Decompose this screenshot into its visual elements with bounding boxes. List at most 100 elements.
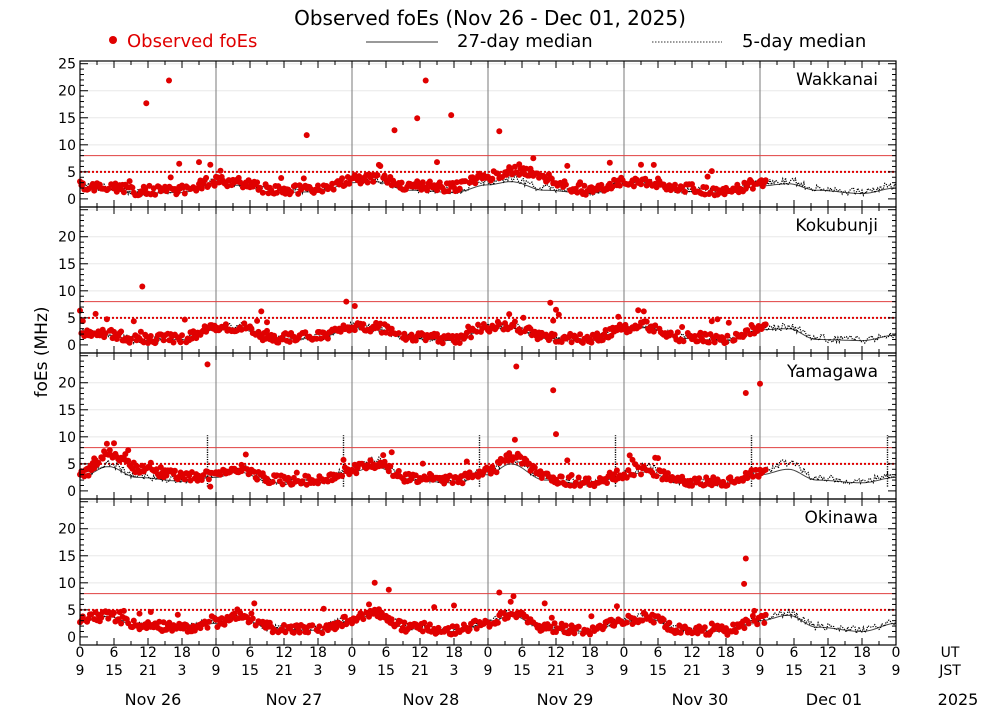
observed-point bbox=[340, 456, 347, 463]
station-name: Yamagawa bbox=[786, 362, 878, 382]
observed-point bbox=[177, 339, 184, 346]
observed-point bbox=[724, 482, 731, 489]
jst-tick-label: 21 bbox=[547, 663, 565, 679]
observed-point bbox=[296, 629, 303, 636]
ut-tick-label: 18 bbox=[853, 645, 871, 661]
observed-point bbox=[463, 458, 470, 465]
observed-point bbox=[536, 622, 542, 629]
observed-point bbox=[421, 619, 428, 626]
ut-tick-label: 0 bbox=[892, 645, 901, 661]
observed-point bbox=[751, 607, 758, 614]
observed-point bbox=[249, 615, 256, 622]
observed-point bbox=[290, 629, 297, 636]
observed-point bbox=[653, 473, 660, 480]
observed-point bbox=[623, 619, 630, 626]
observed-point bbox=[445, 188, 452, 195]
jst-tick-label: 3 bbox=[314, 663, 323, 679]
y-tick-label: 20 bbox=[58, 376, 76, 392]
ut-tick-label: 6 bbox=[110, 645, 119, 661]
observed-point bbox=[147, 333, 154, 339]
observed-point bbox=[391, 127, 398, 134]
observed-point bbox=[449, 480, 456, 486]
observed-point bbox=[547, 623, 554, 630]
y-tick-label: 20 bbox=[58, 230, 76, 246]
observed-point bbox=[572, 479, 579, 486]
observed-point bbox=[248, 325, 255, 332]
station-panel-yamagawa: 0 5 10 15 20 Yamagawa bbox=[58, 352, 897, 500]
observed-point bbox=[459, 480, 466, 487]
observed-point bbox=[414, 115, 421, 122]
observed-point bbox=[604, 480, 610, 486]
observed-point bbox=[205, 182, 212, 188]
observed-point bbox=[434, 331, 440, 338]
observed-point bbox=[174, 611, 181, 618]
jst-tick-label: 3 bbox=[450, 663, 459, 679]
observed-point bbox=[181, 476, 188, 483]
jst-tick-label: 21 bbox=[819, 663, 837, 679]
observed-point bbox=[506, 311, 513, 318]
station-panel-wakkanai: 0 5 10 15 20 25 Wakkanai bbox=[58, 57, 897, 208]
ut-tick-label: 6 bbox=[790, 645, 799, 661]
observed-point bbox=[252, 622, 259, 629]
observed-point bbox=[231, 610, 238, 617]
observed-point bbox=[395, 468, 402, 474]
observed-point bbox=[364, 179, 371, 186]
observed-point bbox=[551, 331, 558, 338]
observed-point bbox=[419, 179, 426, 186]
observed-point bbox=[259, 189, 266, 196]
observed-point bbox=[762, 321, 769, 328]
legend-observed-label: Observed foEs bbox=[127, 31, 257, 52]
observed-point bbox=[126, 178, 133, 185]
observed-point bbox=[744, 475, 751, 482]
observed-point bbox=[553, 431, 559, 438]
observed-point bbox=[650, 328, 657, 335]
observed-point bbox=[511, 318, 518, 325]
observed-point bbox=[111, 440, 117, 447]
station-panels: 0 5 10 15 20 25 Wakkanai 0 5 10 15 20 Kokubunji 0 5 10 1… bbox=[58, 57, 897, 646]
jst-tick-label: 21 bbox=[275, 663, 293, 679]
observed-point bbox=[466, 469, 473, 476]
observed-point bbox=[468, 334, 474, 341]
observed-point bbox=[378, 329, 385, 336]
observed-point bbox=[130, 318, 137, 325]
observed-point bbox=[456, 340, 463, 346]
observed-point bbox=[530, 155, 537, 162]
ut-tick-label: 12 bbox=[139, 645, 157, 661]
observed-point bbox=[136, 610, 143, 617]
ut-tick-label: 12 bbox=[411, 645, 429, 661]
observed-point bbox=[128, 336, 134, 342]
y-tick-label: 5 bbox=[67, 311, 76, 327]
observed-point bbox=[205, 476, 212, 483]
observed-point bbox=[137, 328, 144, 335]
observed-point bbox=[550, 387, 557, 394]
observed-point bbox=[674, 329, 681, 336]
observed-point bbox=[585, 475, 592, 482]
observed-point bbox=[622, 321, 629, 328]
observed-point bbox=[496, 589, 503, 596]
observed-point bbox=[341, 613, 348, 620]
observed-point bbox=[749, 185, 756, 192]
observed-point bbox=[360, 616, 367, 623]
observed-point bbox=[79, 318, 86, 325]
observed-point bbox=[242, 451, 249, 458]
jst-tick-label: 9 bbox=[892, 663, 901, 679]
y-tick-label: 10 bbox=[58, 284, 76, 300]
observed-point bbox=[613, 603, 620, 610]
y-tick-label: 10 bbox=[58, 138, 76, 154]
ut-tick-label: 0 bbox=[620, 645, 629, 661]
observed-point bbox=[555, 480, 562, 486]
jst-axis-label: JST bbox=[938, 663, 961, 679]
observed-point bbox=[741, 625, 748, 632]
observed-point bbox=[238, 461, 245, 468]
observed-point bbox=[143, 100, 150, 107]
observed-point bbox=[616, 182, 623, 189]
ut-tick-label: 0 bbox=[484, 645, 493, 661]
observed-point bbox=[625, 467, 632, 474]
observed-point bbox=[258, 308, 265, 315]
observed-point bbox=[79, 180, 86, 187]
observed-point bbox=[689, 482, 695, 489]
observed-point bbox=[434, 187, 440, 194]
observed-point bbox=[370, 178, 377, 185]
observed-point bbox=[170, 339, 177, 346]
